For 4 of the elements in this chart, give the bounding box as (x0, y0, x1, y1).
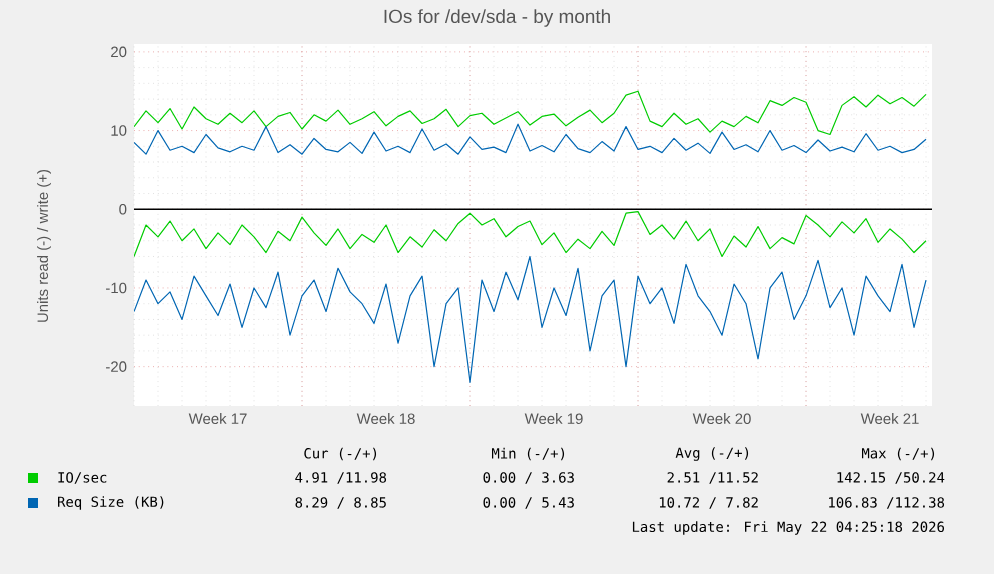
chart-title: IOs for /dev/sda - by month (384, 9, 610, 27)
line-series (134, 211, 927, 258)
line-series (134, 255, 927, 383)
line-series (134, 123, 927, 155)
